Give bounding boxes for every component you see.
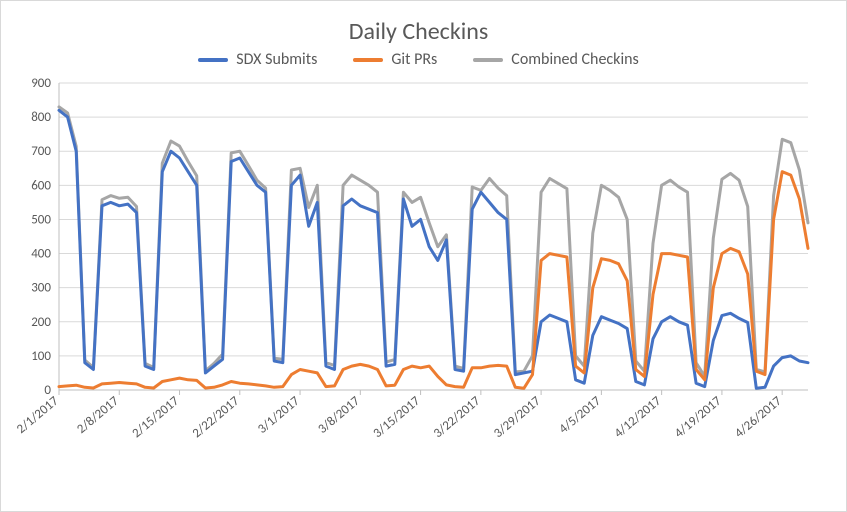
svg-text:400: 400 — [31, 247, 51, 262]
legend-label-combined: Combined Checkins — [511, 50, 639, 69]
svg-text:900: 900 — [31, 76, 51, 91]
svg-text:100: 100 — [31, 349, 51, 364]
svg-text:2/15/2017: 2/15/2017 — [129, 393, 182, 441]
plot-area: 01002003004005006007008009002/1/20172/8/… — [11, 75, 826, 475]
svg-text:700: 700 — [31, 144, 51, 159]
svg-text:2/22/2017: 2/22/2017 — [190, 393, 243, 441]
legend-label-sdx: SDX Submits — [236, 50, 317, 69]
chart-svg: 01002003004005006007008009002/1/20172/8/… — [11, 75, 818, 475]
legend-item-combined: Combined Checkins — [473, 50, 639, 69]
chart-title: Daily Checkins — [11, 17, 826, 46]
chart-container: Daily Checkins SDX Submits Git PRs Combi… — [0, 0, 847, 512]
svg-text:3/29/2017: 3/29/2017 — [491, 393, 544, 441]
svg-text:500: 500 — [31, 212, 51, 227]
svg-text:2/1/2017: 2/1/2017 — [14, 393, 62, 437]
svg-text:300: 300 — [31, 281, 51, 296]
legend-swatch-git — [353, 58, 383, 62]
svg-text:200: 200 — [31, 315, 51, 330]
svg-text:3/1/2017: 3/1/2017 — [255, 393, 303, 437]
legend-item-sdx: SDX Submits — [198, 50, 317, 69]
svg-text:800: 800 — [31, 110, 51, 125]
svg-text:3/8/2017: 3/8/2017 — [315, 393, 363, 437]
legend-label-git: Git PRs — [391, 50, 437, 69]
svg-text:4/5/2017: 4/5/2017 — [556, 393, 604, 437]
legend-swatch-combined — [473, 58, 503, 62]
svg-text:3/22/2017: 3/22/2017 — [431, 393, 484, 441]
svg-text:3/15/2017: 3/15/2017 — [370, 393, 423, 441]
svg-text:4/19/2017: 4/19/2017 — [672, 393, 725, 441]
legend-swatch-sdx — [198, 58, 228, 62]
legend-item-git: Git PRs — [353, 50, 437, 69]
svg-text:4/26/2017: 4/26/2017 — [732, 393, 785, 441]
svg-text:2/8/2017: 2/8/2017 — [74, 393, 122, 437]
svg-text:600: 600 — [31, 178, 51, 193]
chart-legend: SDX Submits Git PRs Combined Checkins — [11, 50, 826, 69]
svg-text:4/12/2017: 4/12/2017 — [612, 393, 665, 441]
